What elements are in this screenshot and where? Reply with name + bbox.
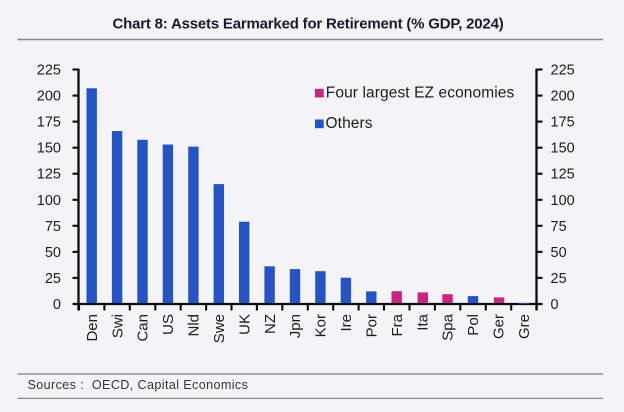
svg-text:200: 200 bbox=[37, 89, 61, 105]
svg-text:225: 225 bbox=[551, 63, 575, 79]
svg-text:Ire: Ire bbox=[338, 314, 355, 332]
svg-text:0: 0 bbox=[53, 297, 61, 313]
svg-text:Others: Others bbox=[326, 115, 373, 132]
svg-text:Can: Can bbox=[135, 314, 152, 342]
svg-text:UK: UK bbox=[236, 314, 253, 335]
svg-text:Four largest EZ economies: Four largest EZ economies bbox=[326, 85, 515, 102]
svg-text:Swi: Swi bbox=[109, 314, 126, 338]
svg-text:100: 100 bbox=[37, 193, 61, 209]
svg-text:Pol: Pol bbox=[465, 314, 482, 336]
svg-text:Den: Den bbox=[84, 314, 101, 342]
svg-text:175: 175 bbox=[551, 115, 575, 131]
svg-text:200: 200 bbox=[551, 89, 575, 105]
svg-text:Fra: Fra bbox=[389, 313, 406, 336]
svg-text:50: 50 bbox=[551, 245, 567, 261]
svg-text:Swe: Swe bbox=[211, 314, 228, 343]
svg-text:Kor: Kor bbox=[313, 314, 330, 337]
svg-text:Gre: Gre bbox=[516, 314, 533, 339]
svg-text:NZ: NZ bbox=[262, 314, 279, 334]
svg-text:Jpn: Jpn bbox=[287, 314, 304, 338]
svg-text:25: 25 bbox=[45, 271, 61, 287]
svg-text:Por: Por bbox=[364, 314, 381, 337]
svg-text:100: 100 bbox=[551, 193, 575, 209]
svg-text:50: 50 bbox=[45, 245, 61, 261]
svg-text:175: 175 bbox=[37, 115, 61, 131]
svg-text:150: 150 bbox=[37, 141, 61, 157]
svg-text:25: 25 bbox=[551, 271, 567, 287]
svg-text:125: 125 bbox=[37, 167, 61, 183]
svg-text:Sources : OECD, Capital Econo: Sources : OECD, Capital Economics bbox=[28, 378, 249, 392]
svg-text:Ita: Ita bbox=[414, 313, 431, 330]
svg-text:Ger: Ger bbox=[491, 314, 508, 339]
svg-text:75: 75 bbox=[45, 219, 61, 235]
svg-text:Chart 8: Assets Earmarked for: Chart 8: Assets Earmarked for Retirement… bbox=[112, 16, 503, 33]
svg-text:225: 225 bbox=[37, 63, 61, 79]
svg-text:0: 0 bbox=[551, 297, 559, 313]
svg-text:150: 150 bbox=[551, 141, 575, 157]
svg-text:Nld: Nld bbox=[186, 314, 203, 337]
svg-text:Spa: Spa bbox=[440, 313, 457, 340]
svg-text:75: 75 bbox=[551, 219, 567, 235]
svg-text:125: 125 bbox=[551, 167, 575, 183]
svg-text:US: US bbox=[160, 314, 177, 335]
